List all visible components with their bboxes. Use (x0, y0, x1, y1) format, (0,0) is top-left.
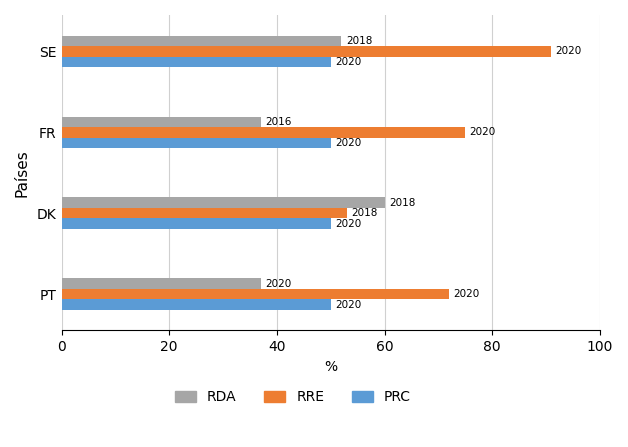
Text: 2020: 2020 (335, 138, 361, 148)
Bar (62, 198, 384, 208)
Bar (62, 127, 465, 138)
Bar (62, 57, 331, 67)
Bar (62, 117, 261, 127)
Bar (62, 299, 331, 310)
Y-axis label: Países: Países (15, 149, 30, 197)
Bar (62, 278, 261, 289)
X-axis label: %: % (324, 360, 337, 374)
Bar (62, 289, 449, 299)
Text: 2018: 2018 (389, 198, 415, 208)
Text: 2020: 2020 (556, 46, 582, 56)
Bar (62, 138, 331, 148)
Text: 2020: 2020 (335, 57, 361, 67)
Text: 2020: 2020 (335, 299, 361, 310)
Text: 2018: 2018 (351, 208, 377, 218)
Legend: RDA, RRE, PRC: RDA, RRE, PRC (170, 385, 416, 410)
Bar (62, 46, 551, 57)
Text: 2016: 2016 (265, 117, 291, 127)
Bar (62, 36, 342, 46)
Text: 2020: 2020 (335, 219, 361, 229)
Bar (62, 208, 347, 219)
Bar (62, 219, 331, 229)
Text: 2020: 2020 (470, 127, 495, 137)
Text: 2018: 2018 (346, 36, 372, 46)
Text: 2020: 2020 (265, 278, 291, 288)
Text: 2020: 2020 (453, 289, 480, 299)
